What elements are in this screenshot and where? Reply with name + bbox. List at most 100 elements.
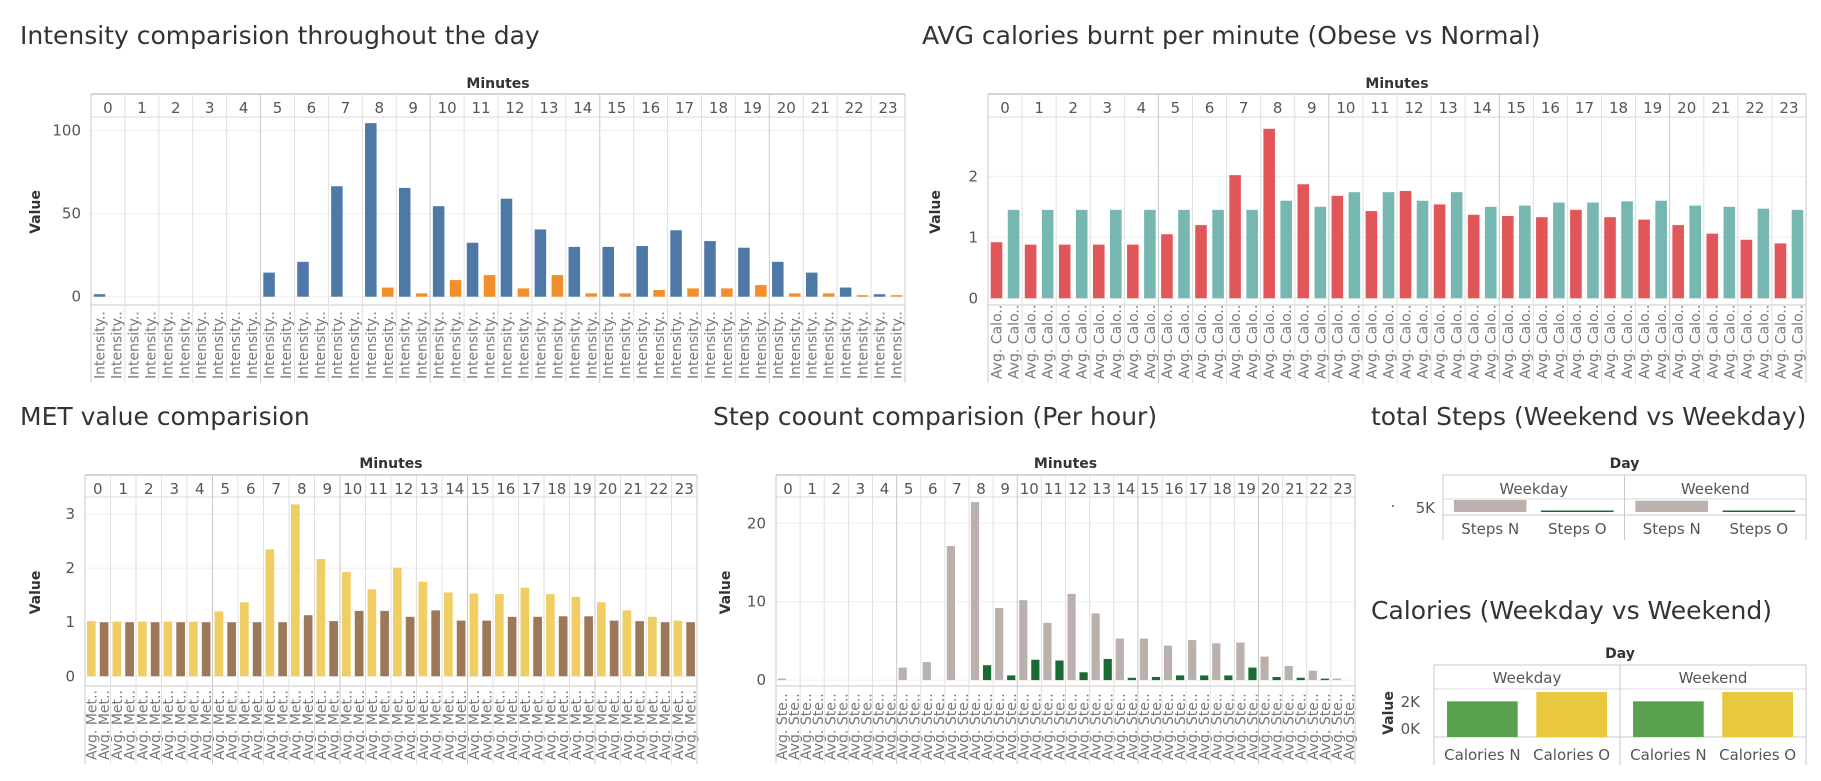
bar [648,616,657,677]
bar-label: Avg. Calo.. [1041,305,1057,379]
bar [125,622,134,677]
column-label: 17 [522,480,541,498]
bar-label: Avg. Ste.. [835,693,851,760]
bar [1284,666,1293,681]
y-axis-label: Value [28,190,44,234]
column-label: 19 [1237,480,1256,498]
bar [687,288,699,297]
column-label: 23 [675,480,694,498]
bar [1604,217,1616,299]
bar-label: Avg. Met.. [237,690,253,760]
bar [635,621,644,677]
bar [1308,670,1317,681]
bar [456,620,466,677]
bar-label: Avg. Ste.. [1016,693,1032,760]
bar-label: Intensity.. [347,311,363,379]
bar [1151,676,1161,681]
bar [856,295,869,297]
bar [1263,128,1275,299]
bar-label: Avg. Ste.. [1077,693,1093,760]
bar [982,665,992,681]
bar [240,602,249,677]
column-label: 17 [1189,480,1208,498]
bar [1689,205,1702,299]
column-label: 10 [438,99,457,117]
bar-label: Avg. Ste.. [847,693,863,760]
column-label: 15 [1140,480,1159,498]
y-tick-label: 0K [1401,720,1422,738]
category-label: Steps O [1730,520,1789,538]
bar [1024,244,1037,299]
bar-label: Avg. Met.. [225,690,241,760]
bar-label: Avg. Calo.. [1211,305,1227,379]
bar-label: Intensity.. [109,311,125,379]
column-header: Minutes [466,76,529,92]
bar-label: Avg. Calo.. [1518,305,1534,379]
bar-label: Avg. Calo.. [1399,305,1415,379]
column-label: 22 [845,99,864,117]
bar-label: Avg. Calo.. [1024,305,1040,379]
bar-label: Avg. Calo.. [1279,305,1295,379]
bar-label: Intensity.. [211,311,227,379]
bar-label: Avg. Calo.. [1501,305,1517,379]
column-label: 7 [271,480,281,498]
bar-label: Avg. Ste.. [799,693,815,760]
bar-label: Avg. Ste.. [1028,693,1044,760]
column-label: 12 [394,480,413,498]
bar [432,206,445,297]
bar-label: Intensity.. [635,311,651,379]
bar-label: Avg. Calo.. [1296,305,1312,379]
bar-label: Intensity.. [432,311,448,379]
bar-label: Intensity.. [313,311,329,379]
bar [1519,205,1531,299]
bar-label: Avg. Met.. [429,690,445,760]
bar-label: Avg. Calo.. [1620,305,1636,379]
column-label: 4 [239,99,249,117]
bar [1655,200,1667,299]
column-label: 21 [1285,480,1304,498]
bar-label: Avg. Calo.. [1790,305,1806,379]
bar [1635,500,1708,512]
bar-label: Avg. Met.. [454,690,470,760]
bar-label: Avg. Met.. [620,690,636,760]
bar [673,620,683,677]
y-tick-label: 50 [62,205,81,223]
intensity-chart: Intensity comparision throughout the day… [20,21,906,383]
column-label: 21 [624,480,643,498]
bar-label: Avg. Met.. [250,690,266,760]
bar [970,502,980,681]
bar [1067,593,1076,681]
column-label: 6 [928,480,938,498]
bar [150,622,160,677]
column-label: 10 [1336,99,1355,117]
category-label: Steps N [1461,520,1519,538]
column-label: 23 [878,99,897,117]
bar-label: Avg. Calo.. [1313,305,1329,379]
bar [1103,658,1112,681]
bar-label: Avg. Ste.. [1197,693,1213,760]
bar-label: Intensity.. [177,311,193,379]
column-label: Weekend [1681,480,1750,498]
y-axis-label: Value [1381,691,1397,735]
bar [482,620,491,677]
bar [721,288,733,297]
y-axis-label: Value [718,571,734,615]
y-axis-label: Value [28,571,44,615]
bar [585,293,598,297]
column-label: 4 [1137,99,1147,117]
bar-label: Intensity.. [754,311,770,379]
column-header: Day [1605,646,1635,662]
bar-label: Intensity.. [890,311,906,379]
bar-label: Avg. Met.. [480,690,496,760]
bar-label: Avg. Met.. [263,690,279,760]
bar-label: Avg. Ste.. [1245,693,1261,760]
bar-label: Intensity.. [669,311,685,379]
column-label: 9 [1307,99,1317,117]
bar [1260,656,1269,681]
bar-label: Avg. Calo.. [1075,305,1091,379]
column-label: 18 [1609,99,1628,117]
bar-label: Intensity.. [771,311,787,379]
column-label: 18 [709,99,728,117]
chart-title: total Steps (Weekend vs Weekday) [1371,402,1806,431]
